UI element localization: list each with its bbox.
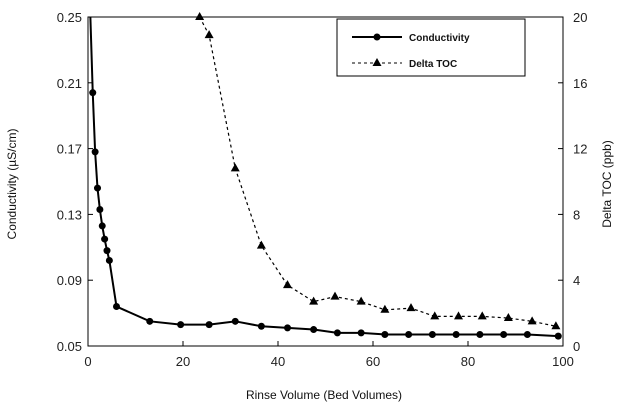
data-point (256, 240, 266, 249)
legend-label-conductivity: Conductivity (409, 33, 470, 44)
legend-marker-conductivity (373, 33, 381, 41)
data-point (146, 317, 154, 325)
data-point (113, 303, 120, 311)
x-tick-label: 100 (552, 354, 574, 369)
right-tick-label: 12 (573, 142, 587, 157)
data-point (310, 326, 318, 334)
data-point (204, 30, 214, 39)
data-point (91, 148, 99, 156)
x-tick-label: 60 (366, 354, 380, 369)
left-axis: 0.05 0.09 0.13 0.17 0.21 0.25 (57, 10, 93, 354)
data-point (551, 321, 561, 330)
data-point (94, 184, 101, 192)
data-point (177, 321, 185, 329)
data-point (103, 247, 111, 255)
x-tick-label: 20 (176, 354, 190, 369)
data-point (257, 322, 265, 330)
left-axis-title: Conductivity (µS/cm) (5, 129, 19, 240)
left-tick-label: 0.13 (57, 207, 82, 222)
data-point (523, 330, 531, 338)
data-point (527, 316, 537, 325)
data-point (554, 332, 562, 340)
data-point (476, 330, 484, 338)
series-layer (89, 12, 562, 340)
right-axis-title: Delta TOC (ppb) (600, 140, 614, 228)
data-point (357, 329, 365, 337)
data-point (98, 222, 106, 230)
series-2 (195, 12, 561, 330)
left-tick-label: 0.09 (57, 273, 82, 288)
data-point (406, 303, 416, 312)
data-point (477, 311, 487, 320)
data-point (231, 317, 239, 325)
data-point (452, 330, 460, 338)
x-tick-label: 40 (271, 354, 285, 369)
data-point (454, 311, 463, 320)
data-point (309, 296, 319, 305)
data-point (105, 256, 113, 264)
x-tick-label: 0 (84, 354, 91, 369)
data-point (230, 163, 240, 172)
data-point (195, 12, 205, 20)
legend-box (336, 18, 526, 77)
x-axis-title: Rinse Volume (Bed Volumes) (246, 388, 402, 402)
series-1 (89, 16, 562, 340)
x-tick-label: 80 (461, 354, 475, 369)
data-point (89, 89, 97, 97)
legend-marker-toc (372, 58, 382, 66)
data-point (283, 280, 292, 289)
right-tick-label: 4 (573, 273, 580, 288)
data-point (205, 321, 213, 329)
data-point (101, 235, 109, 243)
left-tick-label: 0.05 (57, 339, 82, 354)
right-tick-label: 20 (573, 10, 587, 25)
data-point (500, 330, 508, 338)
data-point (405, 330, 413, 338)
data-point (333, 329, 341, 337)
right-axis: 0 4 8 12 16 20 (558, 10, 587, 354)
plot-area (87, 16, 564, 347)
data-point (356, 296, 366, 305)
right-tick-label: 8 (573, 207, 580, 222)
legend-label-toc: Delta TOC (409, 59, 457, 70)
data-point (284, 324, 291, 332)
right-tick-label: 16 (573, 76, 587, 91)
data-point (381, 330, 389, 338)
data-point (380, 304, 390, 313)
right-tick-label: 0 (573, 339, 580, 354)
left-tick-label: 0.17 (57, 142, 82, 157)
data-point (430, 311, 440, 320)
left-tick-label: 0.25 (57, 10, 82, 25)
left-tick-label: 0.21 (57, 76, 82, 91)
data-point (428, 330, 436, 338)
data-point (96, 205, 104, 213)
x-axis: 0 20 40 60 80 100 (84, 341, 574, 369)
data-point (330, 291, 340, 300)
plot-frame (87, 16, 564, 347)
data-point (503, 313, 513, 322)
legend: Conductivity Delta TOC (336, 18, 526, 77)
